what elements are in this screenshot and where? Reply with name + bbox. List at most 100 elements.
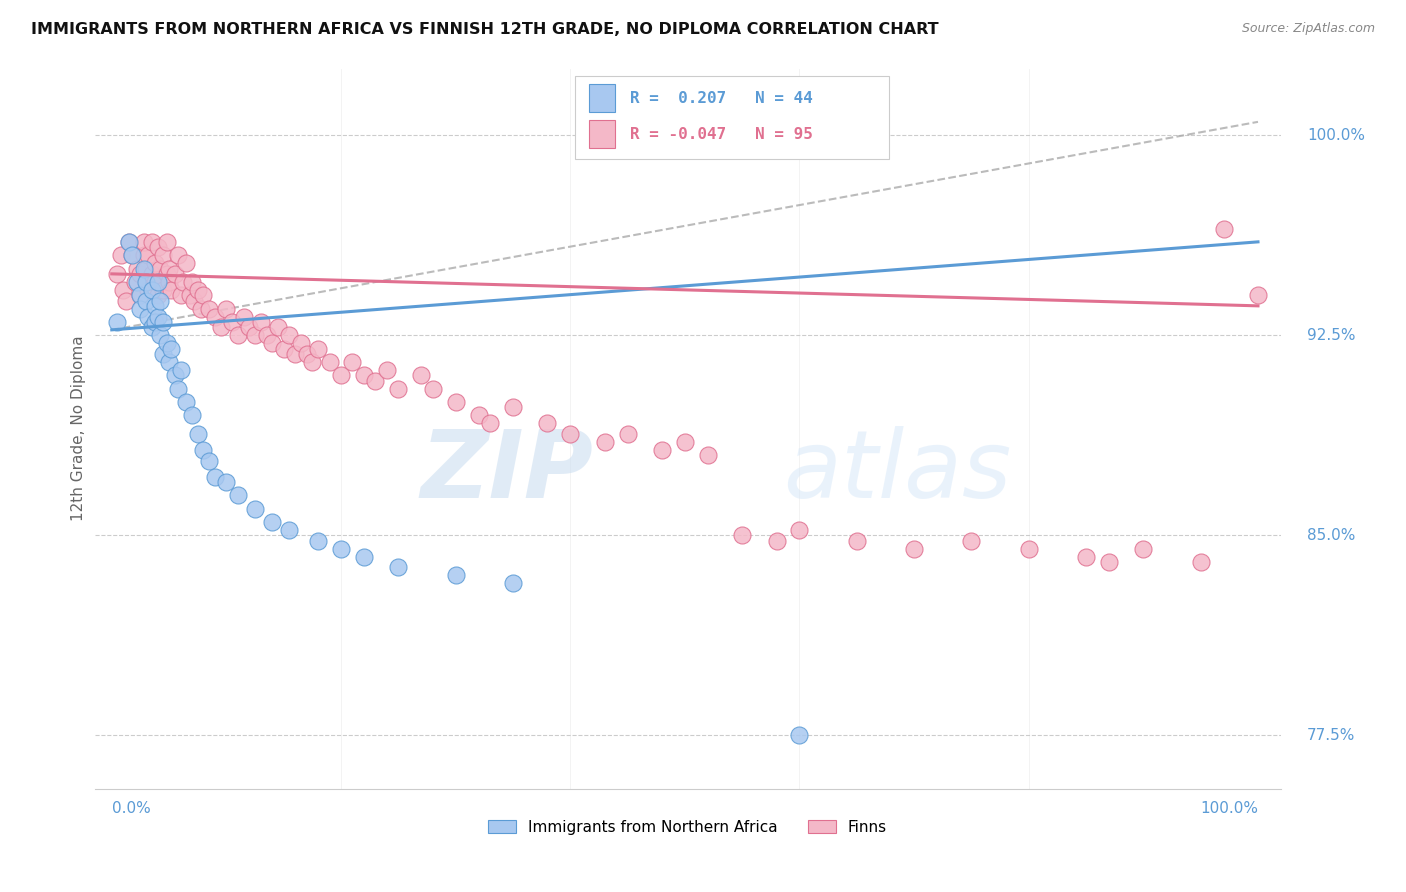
Point: [1132, 541, 1154, 556]
Point: [135, 275, 157, 289]
Point: [156, 235, 179, 249]
Point: [765, 533, 787, 548]
Point: [183, 293, 205, 308]
Point: [204, 469, 226, 483]
Point: [290, 336, 312, 351]
Point: [157, 355, 180, 369]
Point: [143, 315, 166, 329]
Point: [157, 275, 180, 289]
Text: IMMIGRANTS FROM NORTHERN AFRICA VS FINNISH 12TH GRADE, NO DIPLOMA CORRELATION CH: IMMIGRANTS FROM NORTHERN AFRICA VS FINNI…: [31, 22, 939, 37]
Point: [731, 528, 754, 542]
Text: 77.5%: 77.5%: [1308, 728, 1355, 743]
Point: [167, 382, 190, 396]
Point: [179, 288, 201, 302]
Point: [330, 368, 353, 383]
Point: [375, 363, 398, 377]
Point: [138, 248, 160, 262]
Point: [110, 248, 132, 262]
Point: [152, 283, 174, 297]
Point: [696, 448, 718, 462]
Point: [616, 426, 638, 441]
Point: [132, 248, 155, 262]
Point: [160, 342, 183, 356]
Point: [330, 541, 353, 556]
Point: [114, 293, 136, 308]
Point: [1018, 541, 1040, 556]
Point: [467, 408, 489, 422]
Point: [167, 248, 190, 262]
Point: [135, 261, 157, 276]
Point: [157, 261, 180, 276]
Point: [1247, 288, 1270, 302]
Point: [444, 395, 467, 409]
Point: [149, 328, 172, 343]
FancyBboxPatch shape: [575, 76, 890, 159]
Bar: [589, 85, 616, 112]
Text: R =  0.207   N = 44: R = 0.207 N = 44: [630, 91, 813, 105]
Point: [364, 374, 387, 388]
Point: [152, 248, 174, 262]
Point: [267, 320, 290, 334]
Point: [673, 434, 696, 449]
Point: [243, 328, 266, 343]
Point: [1212, 221, 1234, 235]
Point: [118, 235, 141, 249]
Point: [249, 315, 271, 329]
Text: R = -0.047   N = 95: R = -0.047 N = 95: [630, 127, 813, 142]
Point: [651, 442, 673, 457]
Point: [444, 568, 467, 582]
Point: [174, 395, 197, 409]
Point: [209, 320, 232, 334]
Point: [198, 453, 221, 467]
Point: [107, 315, 129, 329]
Point: [262, 336, 284, 351]
Point: [163, 368, 186, 383]
Point: [174, 256, 197, 270]
Legend: Immigrants from Northern Africa, Finns: Immigrants from Northern Africa, Finns: [488, 820, 887, 835]
Point: [138, 283, 160, 297]
Point: [146, 288, 169, 302]
Point: [198, 301, 221, 316]
Point: [132, 235, 155, 249]
Point: [479, 416, 502, 430]
Point: [1189, 555, 1212, 569]
Point: [143, 275, 166, 289]
Point: [181, 408, 204, 422]
Point: [295, 347, 318, 361]
Point: [353, 368, 375, 383]
Point: [118, 235, 141, 249]
Point: [238, 320, 260, 334]
Point: [129, 267, 152, 281]
Point: [284, 347, 307, 361]
Point: [181, 275, 204, 289]
Point: [342, 355, 364, 369]
Point: [156, 267, 179, 281]
Point: [226, 488, 249, 502]
Point: [135, 293, 157, 308]
Point: [536, 416, 558, 430]
Point: [1074, 549, 1097, 564]
Point: [129, 301, 152, 316]
Point: [121, 248, 143, 262]
Point: [146, 310, 169, 324]
Point: [593, 434, 616, 449]
Text: 0.0%: 0.0%: [111, 802, 150, 816]
Point: [1098, 555, 1121, 569]
Point: [243, 501, 266, 516]
Point: [422, 382, 444, 396]
Point: [156, 336, 179, 351]
Point: [215, 301, 238, 316]
Point: [141, 267, 163, 281]
Text: ZIP: ZIP: [420, 425, 593, 517]
Point: [960, 533, 983, 548]
Point: [160, 283, 183, 297]
Point: [232, 310, 254, 324]
Point: [221, 315, 243, 329]
Point: [278, 523, 301, 537]
Point: [152, 347, 174, 361]
Point: [143, 256, 166, 270]
Point: [226, 328, 249, 343]
Point: [273, 342, 295, 356]
Text: Source: ZipAtlas.com: Source: ZipAtlas.com: [1241, 22, 1375, 36]
Point: [307, 533, 329, 548]
